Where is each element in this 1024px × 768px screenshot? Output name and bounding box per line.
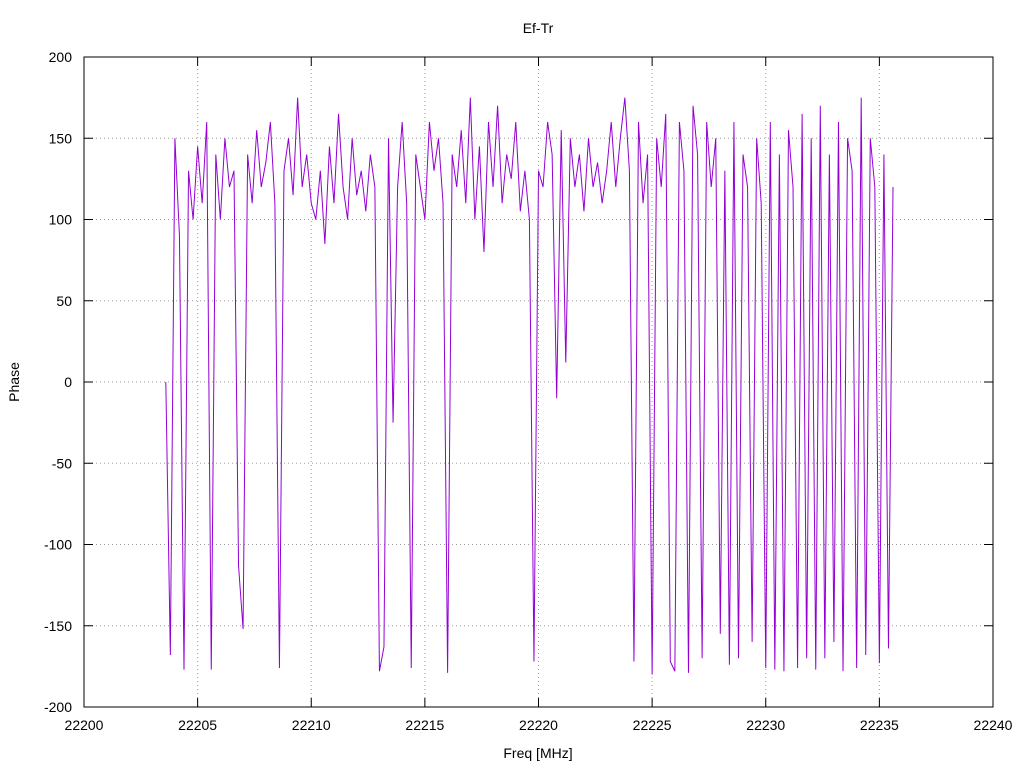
data-line [165, 97, 894, 675]
y-tick-label: 0 [64, 374, 72, 390]
x-tick-label: 22205 [178, 717, 217, 733]
y-tick-label: 200 [49, 49, 73, 65]
y-tick-label: 100 [49, 212, 73, 228]
chart-title: Ef-Tr [523, 20, 554, 36]
plot-border [83, 56, 994, 708]
y-axis-label: Phase [6, 362, 22, 402]
x-tick-label: 22230 [746, 717, 785, 733]
x-tick-label: 22220 [519, 717, 558, 733]
y-tick-label: 150 [49, 130, 73, 146]
y-tick-label: -200 [44, 699, 72, 715]
y-tick-label: -100 [44, 537, 72, 553]
x-tick-label: 22240 [974, 717, 1013, 733]
y-tick-label: 50 [56, 293, 72, 309]
y-tick-label: -150 [44, 618, 72, 634]
x-tick-label: 22225 [633, 717, 672, 733]
x-tick-label: 22215 [405, 717, 444, 733]
y-tick-label: -50 [52, 455, 72, 471]
x-axis-label: Freq [MHz] [503, 745, 572, 761]
x-tick-label: 22210 [292, 717, 331, 733]
x-tick-label: 22200 [65, 717, 104, 733]
x-tick-label: 22235 [860, 717, 899, 733]
